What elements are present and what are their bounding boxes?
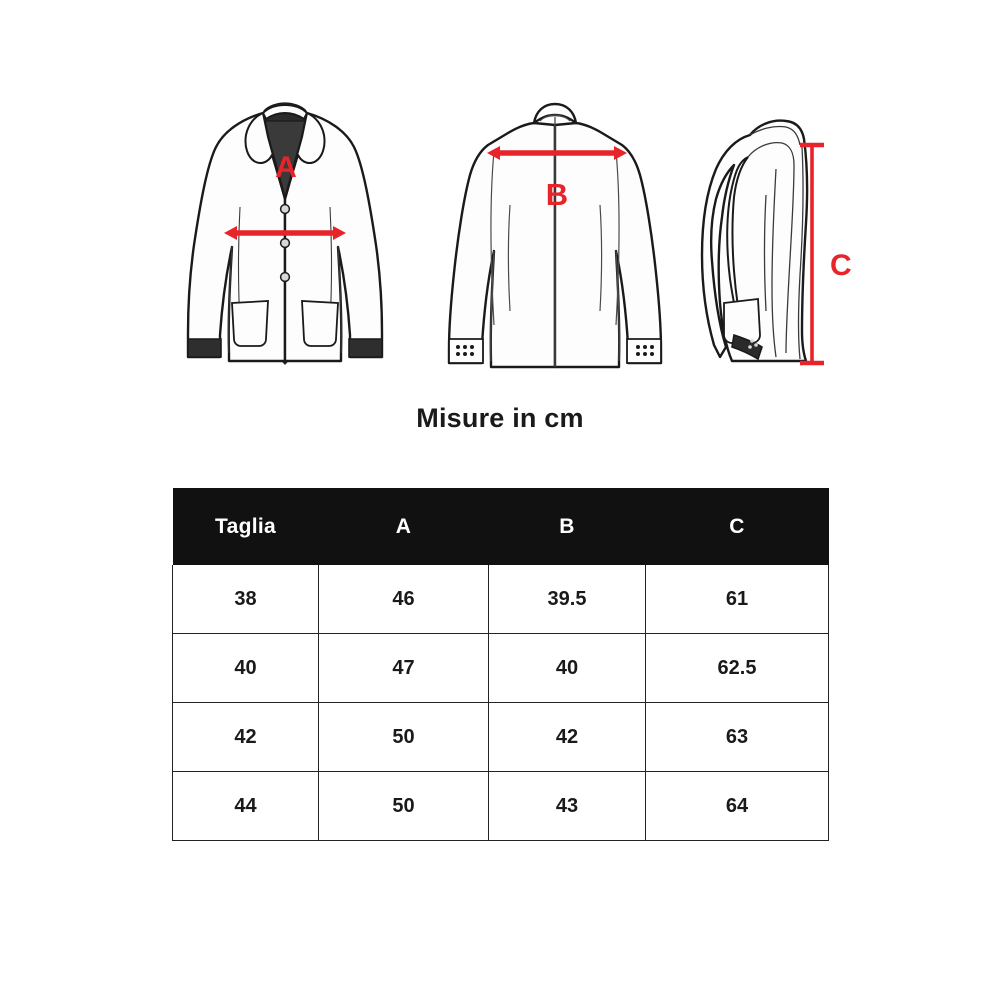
size-table-body: 38 46 39.5 61 40 47 40 62.5 42 50 42 63 … [172, 565, 829, 841]
jacket-side-seams [747, 125, 804, 360]
cell-size: 40 [172, 633, 319, 703]
size-table-head: Taglia A B C [172, 488, 829, 565]
cell-size: 44 [172, 771, 319, 841]
jacket-side-view: C [690, 95, 880, 385]
cell-c: 62.5 [645, 633, 829, 703]
table-row: 40 47 40 62.5 [172, 633, 829, 703]
cell-c: 61 [645, 565, 829, 634]
column-header-b: B [488, 488, 646, 565]
cell-a: 46 [318, 565, 489, 634]
cell-size: 38 [172, 565, 319, 634]
jacket-back-cuffs [448, 338, 662, 364]
cell-a: 50 [318, 771, 489, 841]
marker-label-b: B [546, 177, 568, 212]
cell-c: 63 [645, 702, 829, 772]
measure-line-a [224, 226, 346, 240]
jacket-front-view: A [180, 95, 390, 385]
table-row: 42 50 42 63 [172, 702, 829, 772]
jacket-cuffs [187, 338, 383, 358]
column-header-taglia: Taglia [172, 488, 319, 565]
column-header-a: A [318, 488, 489, 565]
table-row: 38 46 39.5 61 [172, 565, 829, 634]
cell-c: 64 [645, 771, 829, 841]
jacket-side-pocket [723, 297, 761, 344]
measurements-caption: Misure in cm [416, 403, 584, 433]
table-row: 44 50 43 64 [172, 771, 829, 841]
cell-b: 43 [488, 771, 646, 841]
cell-b: 42 [488, 702, 646, 772]
jacket-lapels [244, 104, 326, 200]
jacket-side-body [700, 119, 809, 363]
cell-a: 50 [318, 702, 489, 772]
cell-b: 39.5 [488, 565, 646, 634]
jacket-back-seams [490, 114, 620, 362]
column-header-c: C [645, 488, 829, 565]
cell-b: 40 [488, 633, 646, 703]
jacket-illustrations: A [0, 95, 1000, 385]
size-table: Taglia A B C 38 46 39.5 61 40 47 40 62.5… [172, 488, 829, 841]
marker-label-a: A [275, 151, 297, 184]
table-header-row: Taglia A B C [172, 488, 829, 565]
jacket-back-view: B [440, 95, 670, 385]
cell-a: 47 [318, 633, 489, 703]
jacket-buttons [279, 203, 291, 283]
measure-line-b [487, 146, 627, 160]
jacket-back-body [447, 102, 663, 369]
jacket-side-cuff [731, 333, 763, 361]
cell-size: 42 [172, 702, 319, 772]
jacket-pockets [231, 300, 339, 347]
marker-label-c: C [830, 249, 852, 282]
measure-line-c [800, 142, 824, 366]
